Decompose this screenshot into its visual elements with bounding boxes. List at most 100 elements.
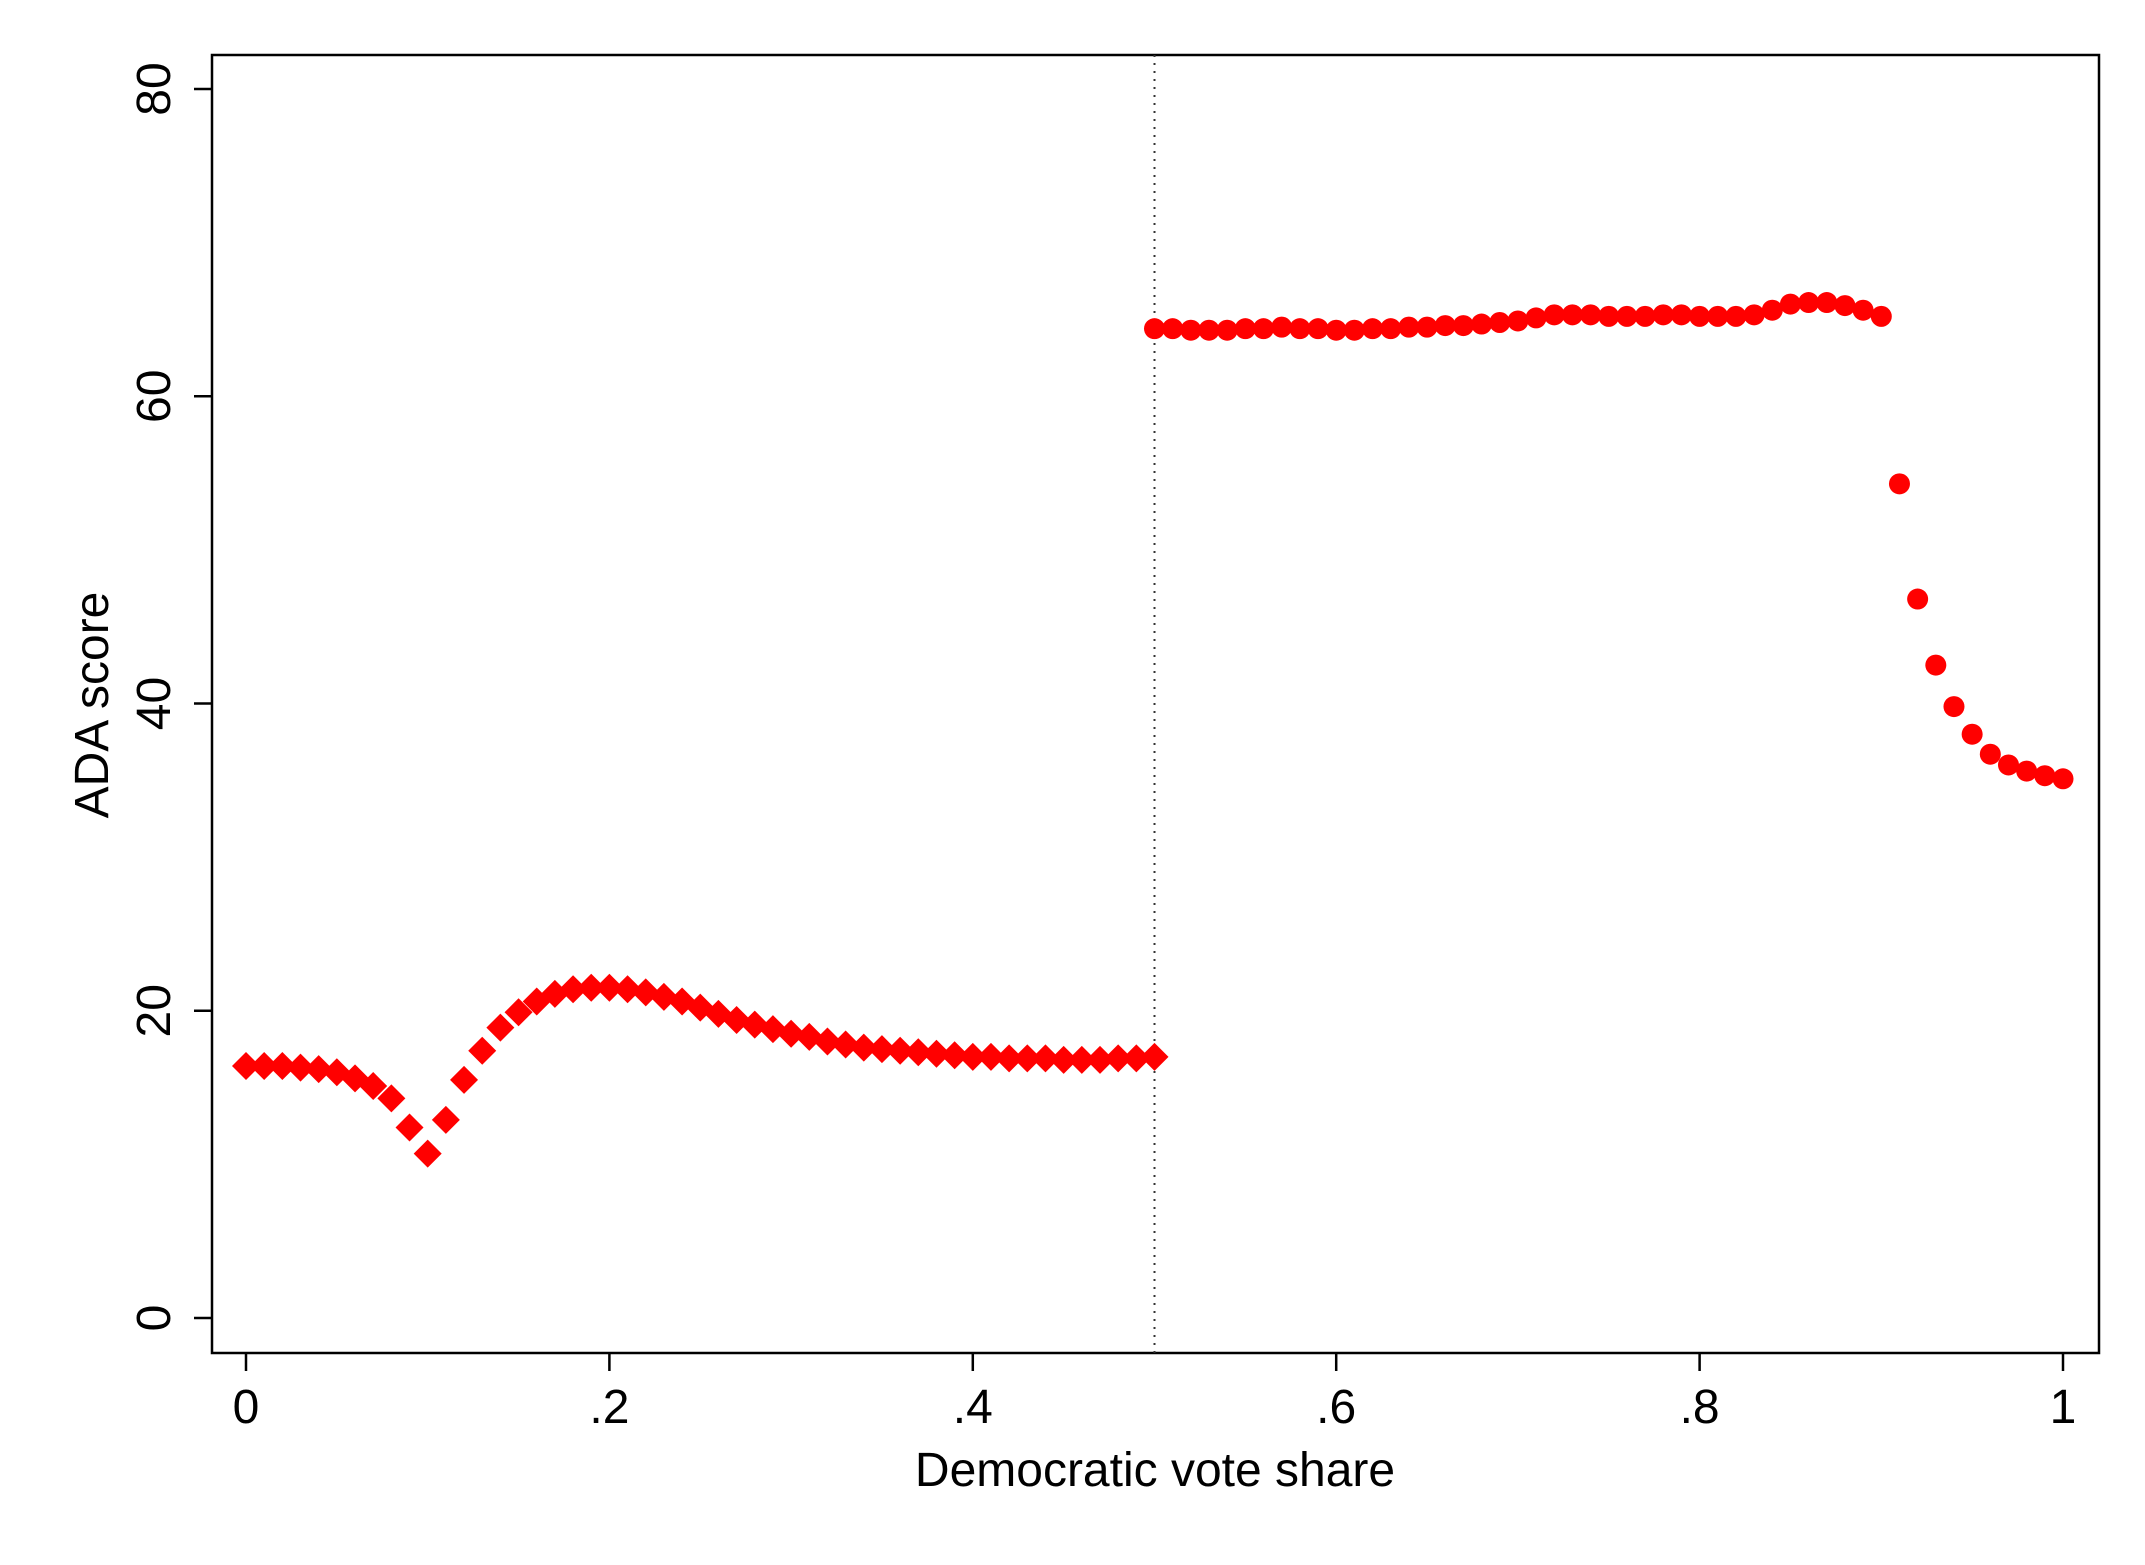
diamond-point (268, 1052, 297, 1081)
diamond-point (886, 1036, 915, 1065)
circle-point (1198, 319, 1220, 341)
diamond-point (232, 1052, 260, 1081)
circle-point (1452, 315, 1474, 337)
diamond-point (904, 1038, 933, 1067)
circle-point (1779, 293, 1801, 315)
diamond-point (468, 1036, 497, 1065)
diamond-point (286, 1053, 315, 1082)
y-tick-label: 80 (128, 62, 181, 115)
diamond-point (813, 1027, 842, 1056)
diamond-point (613, 975, 642, 1004)
circle-point (2052, 768, 2074, 790)
diamond-point (1049, 1045, 1078, 1074)
circle-point (1216, 319, 1238, 341)
diamond-point (413, 1139, 442, 1168)
diamond-point (577, 973, 606, 1002)
diamond-point (1085, 1045, 1114, 1074)
circle-point (1888, 473, 1910, 495)
x-tick-label: .2 (589, 1381, 629, 1434)
circle-point (1616, 305, 1638, 327)
circle-point (1670, 304, 1692, 326)
circle-point (1961, 723, 1983, 745)
data-points (232, 292, 2074, 1168)
circle-point (1162, 318, 1184, 340)
circle-point (1289, 318, 1311, 340)
diamond-point (940, 1041, 969, 1070)
circle-point (1507, 310, 1529, 332)
circle-point (1307, 318, 1329, 340)
circle-point (1761, 299, 1783, 321)
diamond-point (595, 973, 624, 1002)
circle-point (1907, 588, 1929, 610)
circle-point (1997, 754, 2019, 776)
diamond-point (1067, 1045, 1096, 1074)
circle-point (1925, 654, 1947, 676)
circle-point (1253, 318, 1275, 340)
diamond-point (849, 1033, 878, 1062)
circle-point (1416, 316, 1438, 338)
circle-point (1943, 696, 1965, 718)
x-axis: 0 .2 .4 .6 .8 1 (233, 1353, 2077, 1434)
circle-point (1525, 307, 1547, 329)
diamond-point (359, 1072, 388, 1101)
y-tick-label: 20 (128, 984, 181, 1037)
circle-point (2034, 765, 2056, 787)
circle-point (1598, 305, 1620, 327)
circle-point (1561, 304, 1583, 326)
circle-point (1652, 304, 1674, 326)
y-axis: 0 20 40 60 80 (128, 62, 212, 1331)
diamond-point (922, 1039, 951, 1068)
circle-point (1798, 292, 1820, 314)
circle-point (1707, 305, 1729, 327)
diamond-point (377, 1084, 406, 1113)
diamond-point (250, 1052, 279, 1081)
circle-point (1144, 318, 1165, 340)
circle-point (1343, 319, 1365, 341)
x-tick-label: .8 (1680, 1381, 1720, 1434)
diamond-point (1122, 1044, 1151, 1073)
circle-point (1362, 318, 1384, 340)
x-axis-label: Democratic vote share (915, 1444, 1395, 1497)
x-tick-label: 0 (233, 1381, 260, 1434)
diamond-point (431, 1105, 460, 1134)
circle-point (1543, 304, 1565, 326)
circle-point (1398, 316, 1420, 338)
circle-point (1325, 319, 1347, 341)
y-axis-label: ADA score (66, 592, 119, 819)
diamond-point (995, 1044, 1024, 1073)
circle-point (1234, 318, 1256, 340)
diamond-point (486, 1013, 515, 1042)
diamond-point (559, 975, 588, 1004)
circle-point (1834, 295, 1856, 317)
diamond-point (1013, 1044, 1042, 1073)
y-tick-label: 0 (128, 1305, 181, 1332)
diamond-point (304, 1055, 333, 1084)
diamond-point (777, 1019, 806, 1048)
diamond-point (395, 1113, 424, 1142)
circle-point (1380, 318, 1402, 340)
y-tick-label: 40 (128, 677, 181, 730)
circle-point (1816, 292, 1838, 314)
circle-point (1434, 315, 1456, 337)
circle-point (1743, 304, 1765, 326)
y-tick-label: 60 (128, 370, 181, 423)
circle-point (1979, 743, 2001, 765)
circle-point (1471, 313, 1493, 335)
x-tick-label: .4 (953, 1381, 993, 1434)
circle-point (1725, 305, 1747, 327)
diamond-point (976, 1042, 1005, 1071)
circle-point (1689, 305, 1711, 327)
circle-point (1870, 305, 1892, 327)
circle-point (1180, 319, 1202, 341)
x-tick-label: .6 (1316, 1381, 1356, 1434)
diamond-point (867, 1035, 896, 1064)
diamond-point (1104, 1044, 1133, 1073)
circle-point (1852, 299, 1874, 321)
circle-point (1489, 312, 1511, 334)
diamond-point (450, 1065, 479, 1094)
diamond-point (1031, 1044, 1060, 1073)
circle-point (1634, 305, 1656, 327)
x-tick-label: 1 (2050, 1381, 2077, 1434)
